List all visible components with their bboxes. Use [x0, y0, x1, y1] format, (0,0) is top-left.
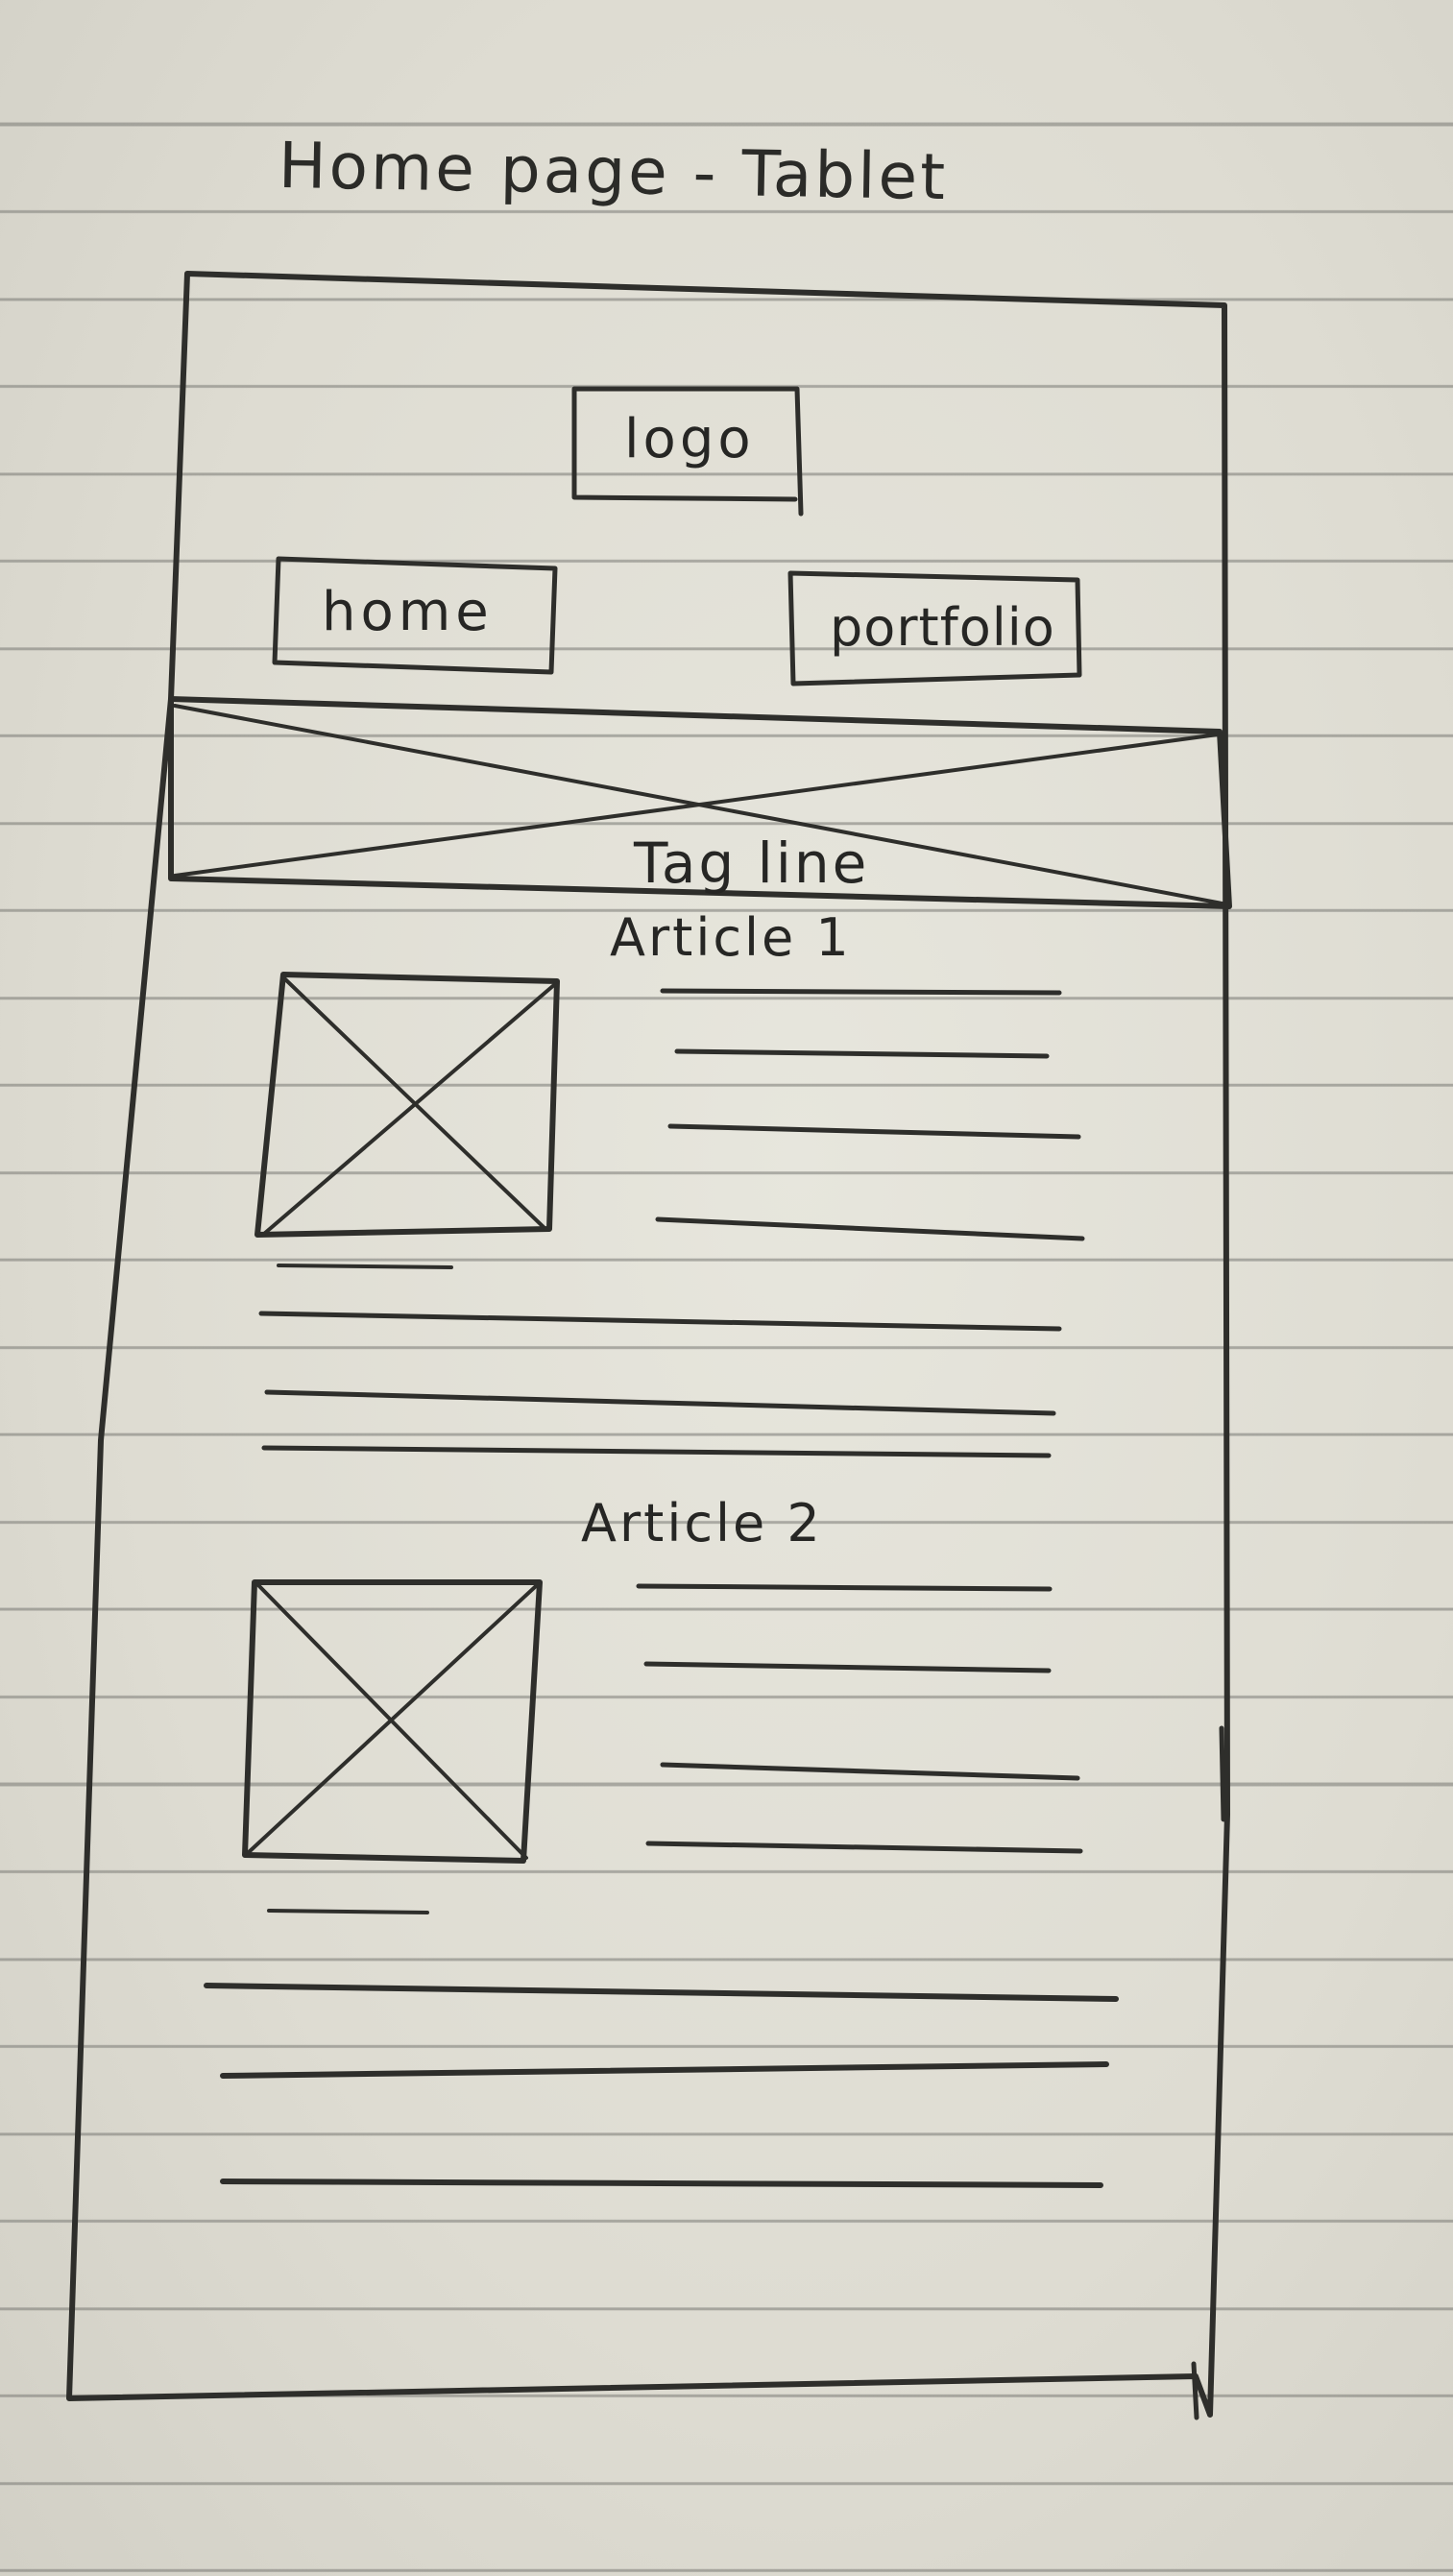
article-1-title: Article 1: [610, 907, 852, 968]
article-2-title: Article 2: [581, 1493, 823, 1553]
portfolio-button-label[interactable]: portfolio: [830, 597, 1055, 658]
article2-image-box: [242, 1579, 543, 1864]
hero-box: [168, 696, 1232, 909]
home-button-box: [272, 556, 558, 675]
article1-image-box: [254, 972, 560, 1238]
hero-cross-2: [173, 733, 1220, 878]
logo-label: logo: [624, 408, 755, 470]
portfolio-button-box: [787, 570, 1082, 686]
logo-box: [571, 386, 804, 517]
home-button-label[interactable]: home: [322, 581, 494, 643]
tablet-frame: [66, 271, 1230, 2418]
tagline: Tag line: [634, 831, 870, 896]
